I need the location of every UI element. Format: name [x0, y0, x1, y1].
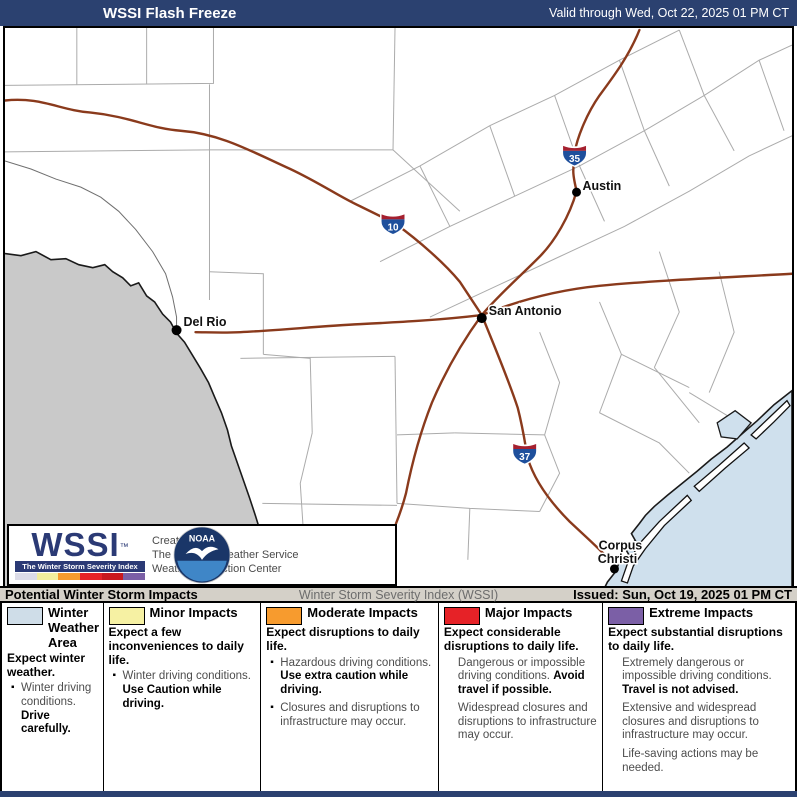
del-rio-dot: [171, 325, 182, 336]
scale-seg-3: [58, 572, 81, 580]
highway-i10-west: [5, 98, 483, 317]
legend-item: Extremely dangerous or impossible drivin…: [622, 656, 772, 696]
legend-col-major: Major Impacts Expect considerable disrup…: [439, 603, 604, 791]
valid-through-text: Valid through Wed, Oct 22, 2025 01 PM CT: [549, 6, 789, 20]
legend-item: Extensive and widespread closures and di…: [622, 702, 759, 742]
corpus-christi-label-line2: Christi: [598, 552, 637, 566]
legend-item: Life-saving actions may be needed.: [622, 747, 759, 774]
legend-col-winter-weather: Winter Weather Area Expect winter weathe…: [2, 603, 104, 791]
barrier-islands: [620, 399, 791, 584]
i35-shield: 35: [561, 143, 588, 167]
legend-col-extreme: Extreme Impacts Expect substantial disru…: [603, 603, 795, 791]
header-bar: WSSI Flash Freeze Valid through Wed, Oct…: [0, 0, 797, 26]
i37-shield-number: 37: [519, 452, 531, 463]
wssi-severity-scale: [15, 572, 146, 580]
minor-swatch: [108, 607, 145, 625]
rio-grande-border: [5, 250, 282, 588]
info-bar: Potential Winter Storm Impacts Winter St…: [0, 586, 797, 603]
i10-shield: 10: [380, 212, 406, 236]
scale-seg-6: [123, 572, 146, 580]
mexico-region: [5, 251, 281, 588]
noaa-logo-text: NOAA: [189, 533, 216, 543]
austin-dot: [572, 187, 582, 197]
issued-text: Issued: Sun, Oct 19, 2025 01 PM CT: [573, 587, 792, 602]
legend-title: Winter Weather Area: [48, 605, 100, 650]
wssi-logo-text: WSSI: [31, 525, 120, 563]
san-antonio-dot: [476, 313, 487, 324]
i10-shield-number: 10: [387, 222, 399, 233]
bay-inlet: [716, 409, 753, 440]
legend-item: Dangerous or impossible driving conditio…: [457, 656, 586, 696]
legend-lead: Expect winter weather.: [7, 650, 86, 679]
corpus-christi-label-line1: Corpus: [599, 539, 643, 553]
legend-title: Minor Impacts: [149, 605, 238, 620]
san-antonio-label: San Antonio: [489, 304, 562, 318]
major-swatch: [443, 607, 480, 625]
scale-seg-4: [80, 572, 102, 580]
highway-i10-east: [480, 272, 792, 317]
legend-item: Winter driving conditions. Use Caution w…: [113, 670, 257, 711]
scale-seg-2: [36, 572, 59, 580]
legend-item: Closures and disruptions to infrastructu…: [270, 702, 434, 729]
attribution-box: WSSI™ The Winter Storm Severity Index: [7, 524, 397, 586]
river-line: [5, 160, 178, 334]
legend-title: Extreme Impacts: [649, 605, 754, 620]
page-title: WSSI Flash Freeze: [103, 4, 237, 22]
legend-item: Winter driving conditions. Drive careful…: [11, 682, 99, 736]
extreme-swatch: [608, 607, 645, 625]
legend-col-moderate: Moderate Impacts Expect disruptions to d…: [261, 603, 439, 791]
austin-label: Austin: [583, 179, 622, 193]
impacts-heading: Potential Winter Storm Impacts: [5, 587, 198, 602]
scale-seg-5: [101, 572, 124, 580]
city-markers: [171, 187, 619, 574]
legend-title: Moderate Impacts: [307, 605, 418, 620]
index-name-text: Winter Storm Severity Index (WSSI): [298, 587, 499, 602]
legend-lead: Expect a few inconveniences to daily lif…: [108, 625, 244, 667]
moderate-swatch: [266, 607, 303, 625]
highway-i37: [480, 313, 613, 564]
legend-col-minor: Minor Impacts Expect a few inconvenience…: [104, 603, 262, 791]
i35-shield-number: 35: [569, 154, 581, 165]
highway-i35-north: [480, 28, 641, 317]
del-rio-label: Del Rio: [184, 315, 227, 329]
i37-shield: 37: [511, 441, 538, 466]
scale-seg-1: [15, 572, 37, 580]
highway-us90-west: [194, 313, 483, 334]
legend-lead: Expect disruptions to daily life.: [266, 625, 420, 653]
wssi-tagline: The Winter Storm Severity Index: [15, 560, 145, 572]
legend-lead: Expect substantial disruptions to daily …: [608, 625, 783, 653]
winter-weather-swatch: [7, 607, 43, 625]
trademark-symbol: ™: [119, 541, 129, 552]
county-lines: [5, 28, 792, 560]
legend-item: Hazardous driving conditions. Use extra …: [270, 657, 434, 698]
map-panel: 35 10 37 Austin San Anton: [3, 26, 794, 590]
legend-lead: Expect considerable disruptions to daily…: [443, 625, 579, 653]
wssi-wordmark: WSSI™ The Winter Storm Severity Index: [15, 528, 146, 580]
legend-item: Widespread closures and disruptions to i…: [457, 702, 597, 742]
impact-legend: Winter Weather Area Expect winter weathe…: [0, 603, 797, 791]
corpus-christi-dot: [609, 564, 619, 574]
noaa-logo-icon: NOAA: [174, 527, 230, 583]
texas-map: 35 10 37 Austin San Anton: [5, 28, 792, 588]
bottom-accent-strip: [0, 791, 797, 797]
legend-title: Major Impacts: [484, 605, 573, 620]
highway-i35-south: [394, 313, 483, 525]
